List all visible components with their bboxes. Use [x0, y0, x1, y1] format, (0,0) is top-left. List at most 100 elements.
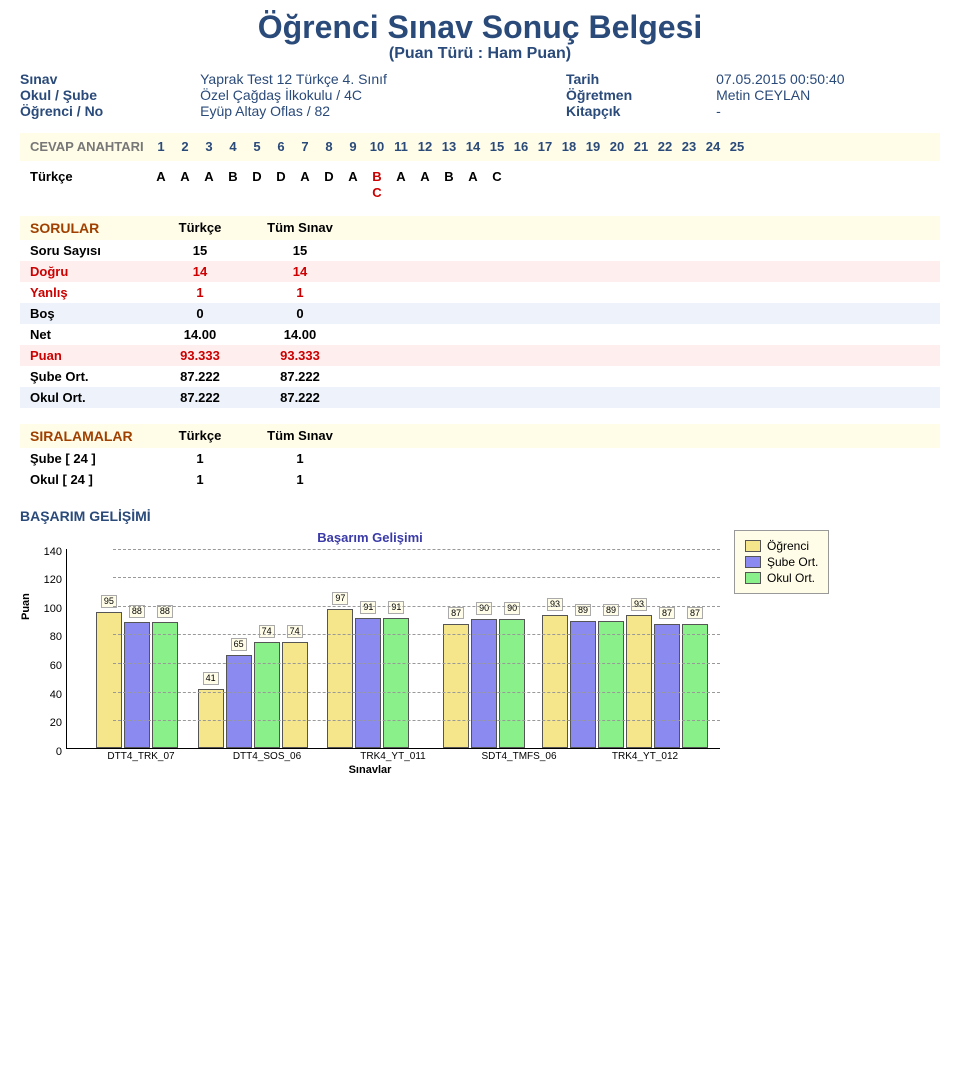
stats-row-value: 87.222: [250, 369, 350, 384]
info-label: Tarih: [566, 71, 716, 87]
stats-row: Yanlış11: [20, 282, 940, 303]
chart-bar-value: 90: [476, 602, 492, 615]
info-value: 07.05.2015 00:50:40: [716, 71, 940, 87]
answer-key-number: 11: [390, 139, 412, 154]
chart-bar-value: 91: [388, 601, 404, 614]
answer-key-number: 16: [510, 139, 532, 154]
chart-ytick: 120: [36, 574, 62, 586]
stats-row-label: Okul Ort.: [30, 390, 150, 405]
chart-ytick: 80: [36, 631, 62, 643]
answer-key-number: 4: [222, 139, 244, 154]
chart-bar: 90: [471, 619, 497, 748]
chart-ytick: 0: [36, 746, 62, 758]
stats-col-1: Tüm Sınav: [250, 220, 350, 236]
stats-row-label: Okul [ 24 ]: [30, 472, 150, 487]
chart-xlabel: Sınavlar: [20, 764, 720, 776]
chart-xlabel-item: DTT4_SOS_06: [204, 751, 330, 762]
chart-bar: 88: [152, 622, 178, 748]
stats-col-0: Türkçe: [150, 220, 250, 236]
legend-swatch: [745, 540, 761, 552]
answer-cell: D: [270, 169, 292, 184]
page-subtitle: (Puan Türü : Ham Puan): [20, 45, 940, 63]
answer-cell: BC: [366, 169, 388, 184]
answer-key-number: 2: [174, 139, 196, 154]
stats-row-value: 1: [250, 285, 350, 300]
chart-bar: 87: [443, 624, 469, 748]
stats-row-value: 87.222: [150, 390, 250, 405]
answer-key-number: 14: [462, 139, 484, 154]
answer-cell: D: [246, 169, 268, 184]
answer-cell: C: [486, 169, 508, 184]
chart-bar-value: 87: [687, 607, 703, 620]
chart-bar-group: 879090: [426, 619, 542, 748]
chart-bar-value: 88: [129, 605, 145, 618]
chart-bar: 91: [355, 618, 381, 748]
subject-name: Türkçe: [30, 169, 150, 184]
chart-bar-value: 74: [259, 625, 275, 638]
chart-ytick: 140: [36, 546, 62, 558]
stats-row-value: 1: [250, 472, 350, 487]
stats-row-label: Soru Sayısı: [30, 243, 150, 258]
legend-label: Öğrenci: [767, 539, 809, 553]
chart-ytick: 20: [36, 717, 62, 729]
answer-key-number: 1: [150, 139, 172, 154]
chart-bar: 97: [327, 609, 353, 748]
chart-legend: Öğrenci Şube Ort. Okul Ort.: [734, 530, 829, 594]
chart-bar: 74: [254, 642, 280, 748]
stats-title: SORULAR: [30, 220, 150, 236]
answer-key-number: 22: [654, 139, 676, 154]
chart-bar-value: 93: [547, 598, 563, 611]
info-label: Öğrenci / No: [20, 103, 200, 119]
chart-bar: 89: [570, 621, 596, 748]
answer-cell: A: [150, 169, 172, 184]
legend-label: Şube Ort.: [767, 555, 818, 569]
chart-bar-value: 91: [360, 601, 376, 614]
info-label: Okul / Şube: [20, 87, 200, 103]
answer-cell: D: [318, 169, 340, 184]
stats-row-value: 1: [250, 451, 350, 466]
chart-xlabel-item: TRK4_YT_012: [582, 751, 708, 762]
answer-key-number: 7: [294, 139, 316, 154]
chart-bar-group: 41657474: [195, 642, 311, 748]
subject-answers-row: Türkçe AAABDDADABCAABAC: [20, 163, 940, 202]
chart-bar: 88: [124, 622, 150, 748]
legend-swatch: [745, 556, 761, 568]
chart-bar: 74: [282, 642, 308, 748]
stats-row: Okul Ort.87.22287.222: [20, 387, 940, 408]
legend-item: Okul Ort.: [745, 571, 818, 585]
answer-key-number: 18: [558, 139, 580, 154]
chart-bar-value: 93: [631, 598, 647, 611]
chart-bar: 91: [383, 618, 409, 748]
stats-row-value: 14.00: [150, 327, 250, 342]
chart-bar-group: 958888: [79, 612, 195, 748]
answer-key-number: 3: [198, 139, 220, 154]
stats-block: SORULAR Türkçe Tüm Sınav Soru Sayısı1515…: [20, 216, 940, 408]
rankings-title: SIRALAMALAR: [30, 428, 150, 444]
chart-bar: 90: [499, 619, 525, 748]
stats-row: Boş00: [20, 303, 940, 324]
chart-ytick: 60: [36, 660, 62, 672]
answer-cell: B: [222, 169, 244, 184]
answer-key-number: 19: [582, 139, 604, 154]
stats-row-label: Puan: [30, 348, 150, 363]
stats-row-label: Net: [30, 327, 150, 342]
info-right: Tarih07.05.2015 00:50:40ÖğretmenMetin CE…: [566, 71, 940, 119]
chart-ytick: 40: [36, 689, 62, 701]
answer-key-number: 25: [726, 139, 748, 154]
stats-row: Doğru1414: [20, 261, 940, 282]
chart-bar-value: 65: [231, 638, 247, 651]
stats-row-value: 1: [150, 472, 250, 487]
info-value: Metin CEYLAN: [716, 87, 940, 103]
chart-bar-value: 90: [504, 602, 520, 615]
chart-bar-value: 41: [203, 672, 219, 685]
stats-row: Okul [ 24 ]11: [20, 469, 940, 490]
stats-row-value: 93.333: [250, 348, 350, 363]
chart-bar: 65: [226, 655, 252, 748]
stats-row-value: 14: [250, 264, 350, 279]
info-value: -: [716, 103, 940, 119]
answer-key-number: 17: [534, 139, 556, 154]
page-title: Öğrenci Sınav Sonuç Belgesi: [20, 10, 940, 45]
answer-key-label: CEVAP ANAHTARI: [30, 139, 150, 155]
info-label: Kitapçık: [566, 103, 716, 119]
answer-cell: A: [342, 169, 364, 184]
